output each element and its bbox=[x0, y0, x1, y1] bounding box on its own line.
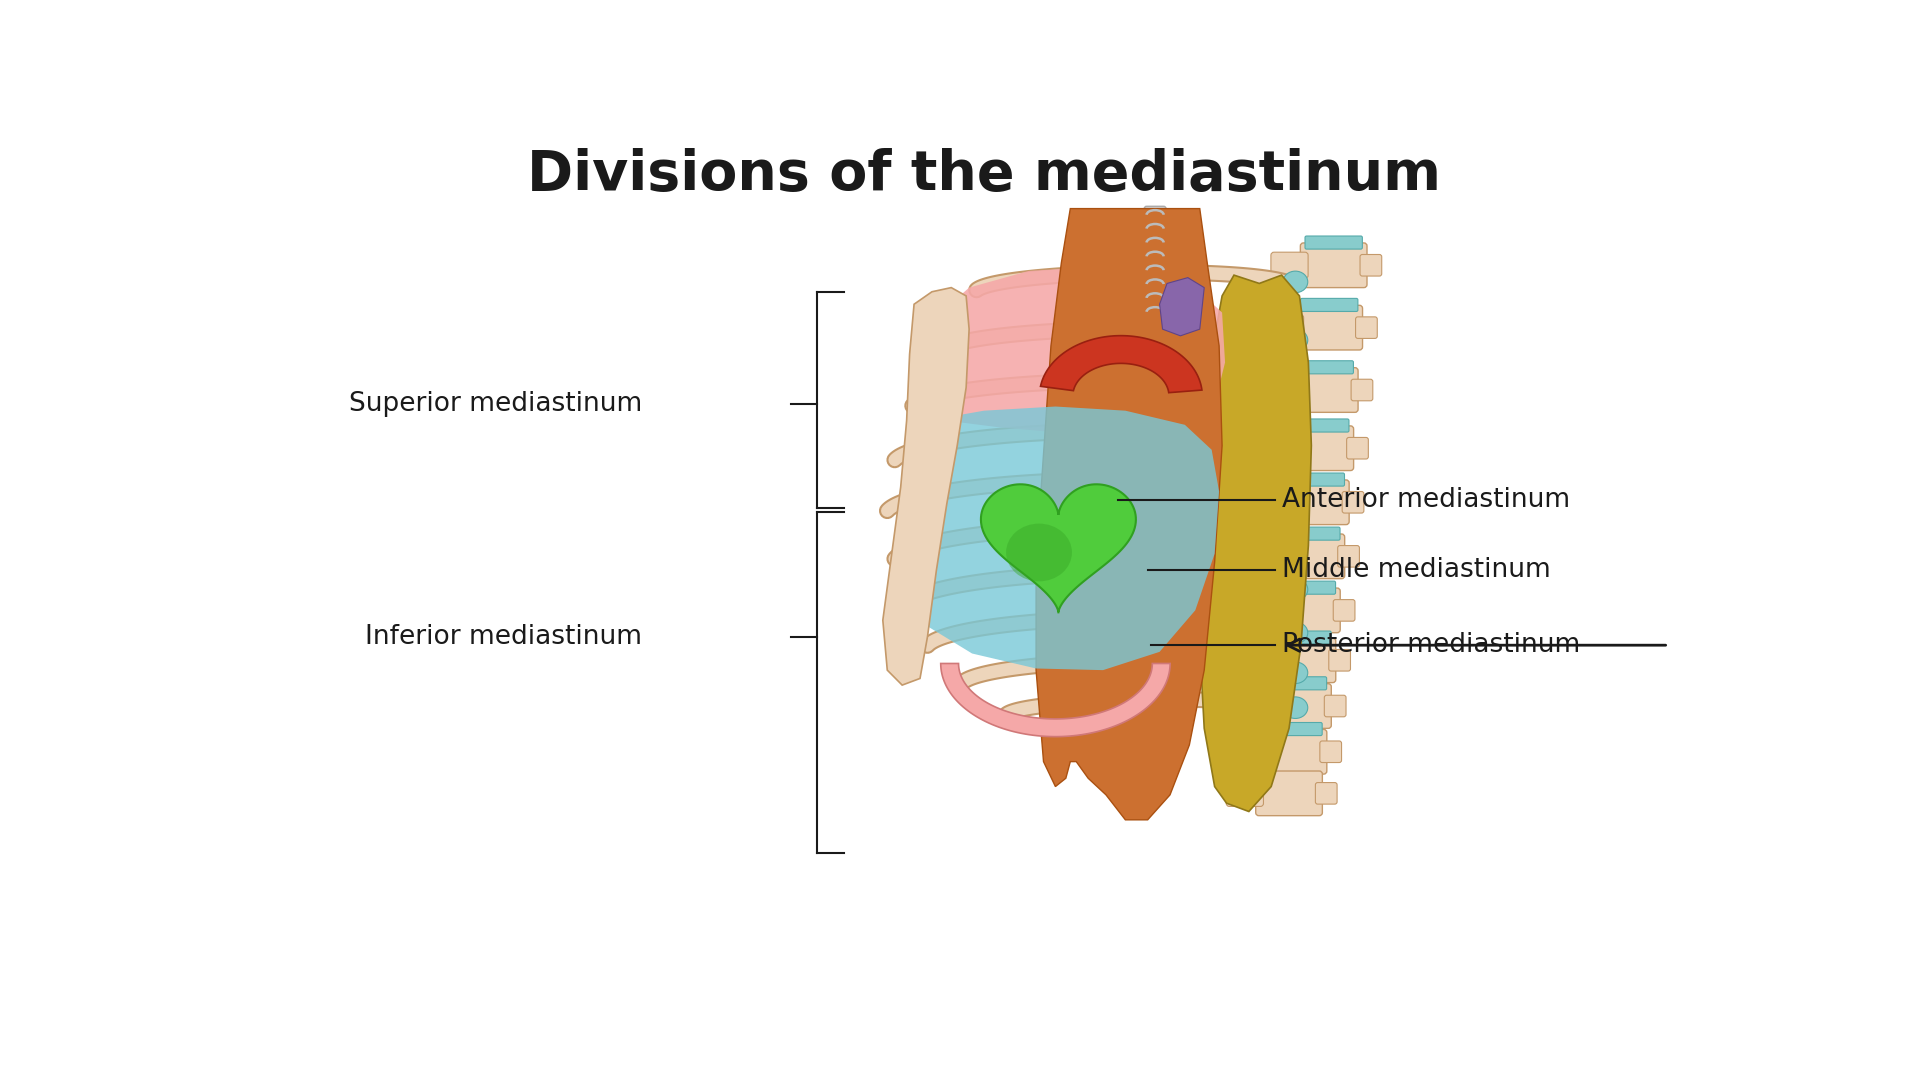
FancyBboxPatch shape bbox=[1300, 243, 1367, 287]
Text: Divisions of the mediastinum: Divisions of the mediastinum bbox=[526, 148, 1442, 202]
FancyBboxPatch shape bbox=[1342, 491, 1363, 513]
FancyBboxPatch shape bbox=[1356, 316, 1377, 338]
Text: Middle mediastinum: Middle mediastinum bbox=[1283, 557, 1549, 583]
Polygon shape bbox=[895, 406, 1219, 670]
FancyBboxPatch shape bbox=[1306, 237, 1363, 249]
FancyBboxPatch shape bbox=[1144, 206, 1165, 332]
FancyBboxPatch shape bbox=[1292, 367, 1357, 413]
FancyBboxPatch shape bbox=[1346, 437, 1369, 459]
FancyBboxPatch shape bbox=[1265, 684, 1331, 728]
FancyBboxPatch shape bbox=[1352, 379, 1373, 401]
Polygon shape bbox=[941, 663, 1169, 737]
FancyBboxPatch shape bbox=[1279, 581, 1336, 594]
Ellipse shape bbox=[1006, 524, 1071, 581]
FancyBboxPatch shape bbox=[1279, 534, 1344, 579]
Polygon shape bbox=[981, 484, 1137, 612]
FancyBboxPatch shape bbox=[1240, 647, 1277, 673]
FancyBboxPatch shape bbox=[1273, 588, 1340, 633]
FancyBboxPatch shape bbox=[1227, 780, 1263, 807]
Text: Posterior mediastinum: Posterior mediastinum bbox=[1283, 632, 1580, 658]
FancyBboxPatch shape bbox=[1296, 306, 1363, 350]
Ellipse shape bbox=[1283, 579, 1308, 600]
FancyBboxPatch shape bbox=[1300, 298, 1357, 311]
Text: Superior mediastinum: Superior mediastinum bbox=[349, 391, 641, 417]
FancyBboxPatch shape bbox=[1296, 361, 1354, 374]
Ellipse shape bbox=[1283, 534, 1308, 555]
Polygon shape bbox=[1037, 208, 1221, 820]
FancyBboxPatch shape bbox=[1231, 739, 1267, 765]
Ellipse shape bbox=[1283, 486, 1308, 508]
Ellipse shape bbox=[1283, 697, 1308, 718]
Polygon shape bbox=[883, 287, 970, 685]
Ellipse shape bbox=[1283, 436, 1308, 457]
FancyBboxPatch shape bbox=[1319, 741, 1342, 762]
FancyBboxPatch shape bbox=[1271, 253, 1308, 279]
FancyBboxPatch shape bbox=[1256, 771, 1323, 815]
FancyBboxPatch shape bbox=[1267, 314, 1304, 340]
FancyBboxPatch shape bbox=[1286, 426, 1354, 471]
FancyBboxPatch shape bbox=[1315, 783, 1336, 805]
Ellipse shape bbox=[1283, 383, 1308, 405]
Ellipse shape bbox=[1283, 329, 1308, 351]
Text: Inferior mediastinum: Inferior mediastinum bbox=[365, 624, 641, 650]
FancyBboxPatch shape bbox=[1244, 597, 1281, 623]
FancyBboxPatch shape bbox=[1265, 723, 1323, 735]
FancyBboxPatch shape bbox=[1269, 677, 1327, 690]
FancyBboxPatch shape bbox=[1283, 480, 1350, 525]
FancyBboxPatch shape bbox=[1325, 696, 1346, 717]
Ellipse shape bbox=[1283, 271, 1308, 293]
Ellipse shape bbox=[1283, 662, 1308, 684]
Polygon shape bbox=[1160, 278, 1204, 336]
FancyBboxPatch shape bbox=[1283, 527, 1340, 540]
Polygon shape bbox=[1200, 275, 1311, 811]
FancyBboxPatch shape bbox=[1254, 489, 1290, 515]
FancyBboxPatch shape bbox=[1248, 543, 1286, 569]
FancyBboxPatch shape bbox=[1329, 649, 1350, 671]
FancyBboxPatch shape bbox=[1286, 473, 1344, 486]
Polygon shape bbox=[1041, 336, 1202, 393]
FancyBboxPatch shape bbox=[1273, 631, 1331, 644]
Polygon shape bbox=[912, 267, 1225, 437]
Text: Anterior mediastinum: Anterior mediastinum bbox=[1283, 487, 1571, 513]
FancyBboxPatch shape bbox=[1235, 693, 1273, 719]
FancyBboxPatch shape bbox=[1332, 599, 1356, 621]
FancyBboxPatch shape bbox=[1261, 377, 1300, 403]
FancyBboxPatch shape bbox=[1260, 729, 1327, 774]
FancyBboxPatch shape bbox=[1292, 419, 1350, 432]
FancyBboxPatch shape bbox=[1359, 255, 1382, 276]
FancyBboxPatch shape bbox=[1269, 638, 1336, 683]
FancyBboxPatch shape bbox=[1258, 435, 1294, 461]
Ellipse shape bbox=[1283, 622, 1308, 644]
FancyBboxPatch shape bbox=[1338, 545, 1359, 567]
